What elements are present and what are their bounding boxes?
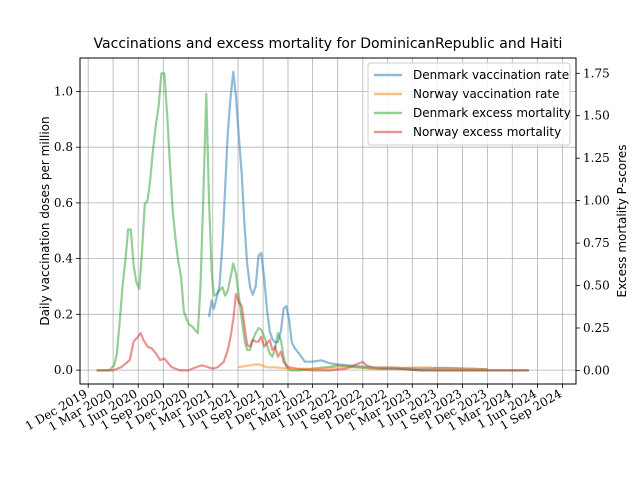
y-axis-right-label: Excess mortality P-scores	[615, 145, 629, 298]
y-right-tick-label: 0.50	[583, 279, 610, 293]
y-left-tick-label: 0.0	[54, 363, 73, 377]
series-line-denmark-vaccination-rate	[207, 70, 488, 371]
series-line-norway-vaccination-rate	[237, 363, 488, 371]
y-axis-left: 0.0 0.2 0.4 0.6 0.8 1.0	[54, 84, 80, 377]
chart-title: Vaccinations and excess mortality for Do…	[94, 36, 563, 52]
legend-frame	[367, 62, 571, 146]
series-layer	[96, 70, 529, 372]
y-right-tick-label: 1.75	[583, 66, 610, 80]
legend: Denmark vaccination rate Norway vaccinat…	[367, 62, 571, 146]
y-right-tick-label: 0.75	[583, 236, 610, 250]
legend-label-denmark-vaccination: Denmark vaccination rate	[413, 68, 569, 82]
y-right-tick-label: 1.50	[583, 109, 610, 123]
y-left-tick-label: 1.0	[54, 84, 73, 98]
legend-label-norway-vaccination: Norway vaccination rate	[413, 87, 559, 101]
y-right-tick-label: 0.00	[583, 363, 610, 377]
y-right-tick-label: 0.25	[583, 321, 610, 335]
y-right-tick-label: 1.25	[583, 151, 610, 165]
legend-label-norway-excess-mortality: Norway excess mortality	[413, 125, 561, 139]
y-right-tick-label: 1.00	[583, 194, 610, 208]
y-left-tick-label: 0.8	[54, 140, 73, 154]
y-axis-right: 0.00 0.25 0.50 0.75 1.00 1.25 1.50 1.75	[576, 66, 610, 377]
y-left-tick-label: 0.6	[54, 196, 73, 210]
y-axis-left-label: Daily vaccination doses per million	[38, 116, 52, 325]
y-left-tick-label: 0.4	[54, 252, 73, 266]
plot-frame	[79, 57, 577, 385]
legend-label-denmark-excess-mortality: Denmark excess mortality	[413, 106, 571, 120]
series-line-norway-excess-mortality	[96, 292, 529, 372]
y-left-tick-label: 0.2	[54, 307, 73, 321]
